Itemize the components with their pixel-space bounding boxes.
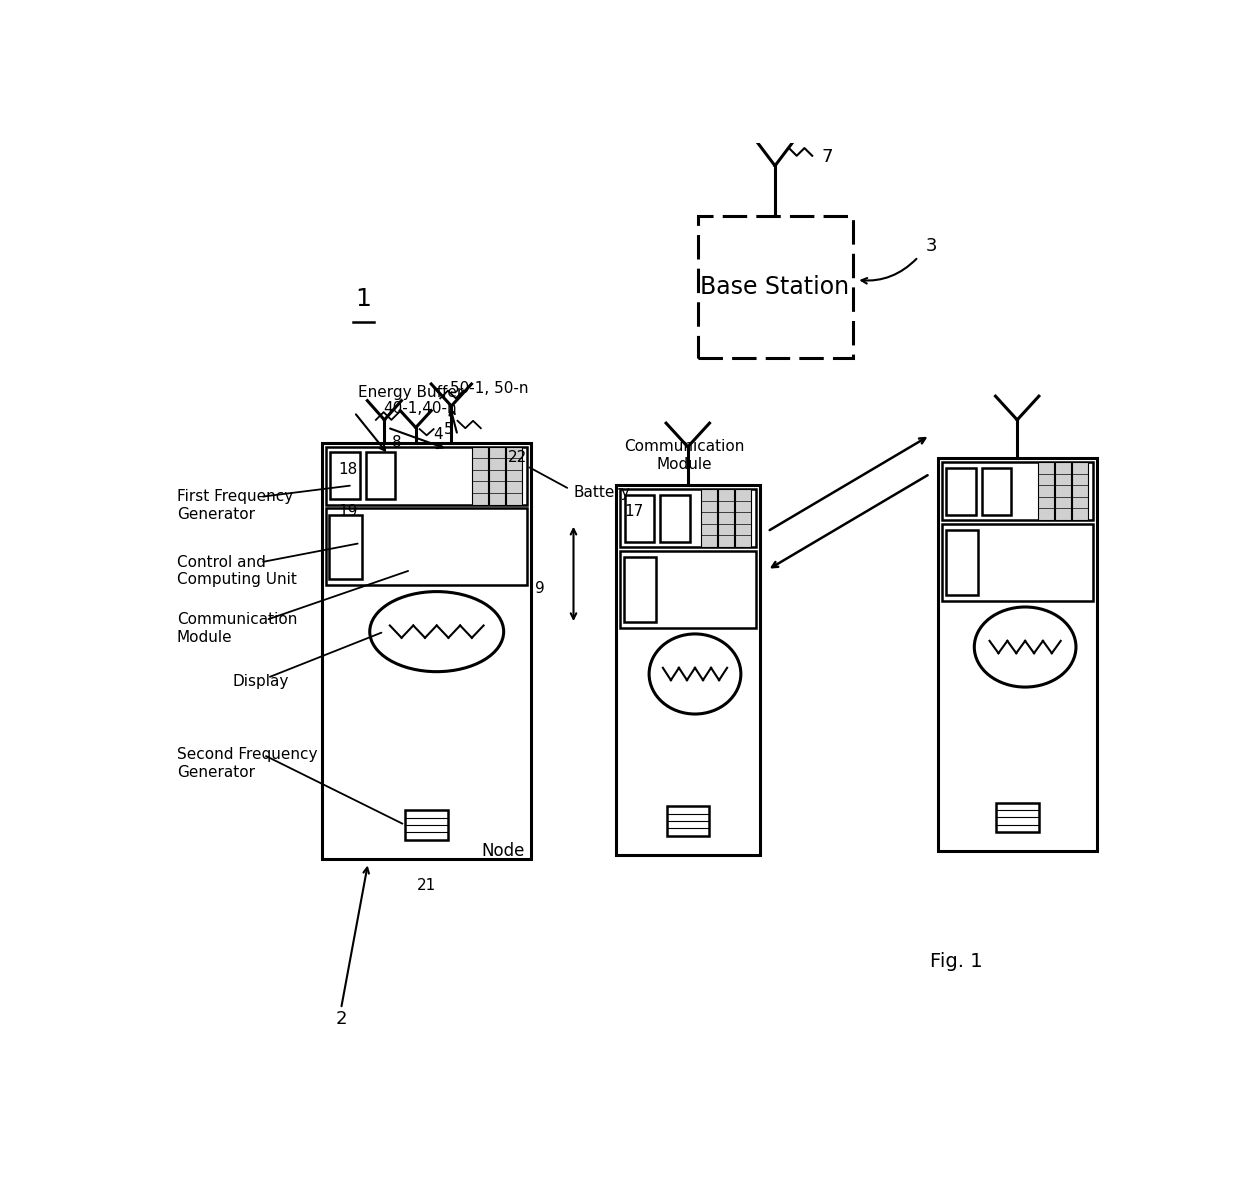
Text: Control and
Computing Unit: Control and Computing Unit — [176, 554, 296, 587]
Text: Base Station: Base Station — [701, 275, 849, 300]
Text: Fig. 1: Fig. 1 — [930, 951, 982, 970]
Text: 7: 7 — [821, 147, 833, 166]
Bar — [366, 452, 396, 499]
Bar — [625, 495, 655, 541]
Bar — [996, 803, 1039, 832]
Bar — [945, 530, 978, 594]
Text: Energy Buffer: Energy Buffer — [358, 385, 464, 401]
Text: Battery: Battery — [573, 485, 630, 501]
Text: 18: 18 — [339, 461, 358, 477]
Bar — [660, 495, 689, 541]
Bar — [734, 489, 751, 547]
Bar — [620, 551, 755, 628]
Text: 5: 5 — [444, 422, 454, 436]
Bar — [620, 489, 755, 547]
Text: 4: 4 — [434, 427, 444, 442]
Text: 50-1, 50-n: 50-1, 50-n — [449, 382, 528, 396]
Bar — [616, 485, 759, 855]
Bar — [1071, 463, 1089, 520]
Bar — [718, 489, 734, 547]
Bar — [325, 509, 527, 585]
Bar — [941, 463, 1092, 520]
Text: 8: 8 — [392, 435, 402, 449]
Text: Communication
Module: Communication Module — [624, 439, 744, 472]
Bar — [330, 452, 360, 499]
Text: 40-1,40-n: 40-1,40-n — [383, 401, 458, 416]
Text: First Frequency
Generator: First Frequency Generator — [176, 489, 293, 522]
Text: Node: Node — [481, 842, 525, 860]
Bar — [325, 447, 527, 504]
Text: 17: 17 — [624, 504, 644, 520]
Text: Second Frequency
Generator: Second Frequency Generator — [176, 747, 317, 780]
Bar — [667, 806, 709, 836]
Text: 2: 2 — [335, 1011, 347, 1028]
Bar — [624, 556, 656, 622]
Bar — [701, 489, 717, 547]
Text: 3: 3 — [926, 237, 937, 254]
Text: 1: 1 — [355, 287, 371, 310]
Text: 22: 22 — [507, 451, 527, 465]
Bar — [697, 216, 853, 358]
Text: Display: Display — [233, 674, 289, 688]
Bar — [472, 447, 489, 504]
Bar — [321, 443, 531, 858]
Text: 21: 21 — [417, 877, 436, 893]
Text: 19: 19 — [339, 504, 358, 520]
Bar — [489, 447, 506, 504]
Bar — [506, 447, 522, 504]
Bar — [405, 810, 448, 839]
Bar — [330, 515, 362, 579]
Bar — [941, 524, 1092, 600]
Bar — [946, 467, 976, 515]
Text: Communication
Module: Communication Module — [176, 612, 298, 644]
Bar — [937, 459, 1096, 851]
Bar — [982, 467, 1012, 515]
Bar — [1055, 463, 1071, 520]
Bar — [1038, 463, 1054, 520]
Text: 9: 9 — [534, 581, 544, 596]
